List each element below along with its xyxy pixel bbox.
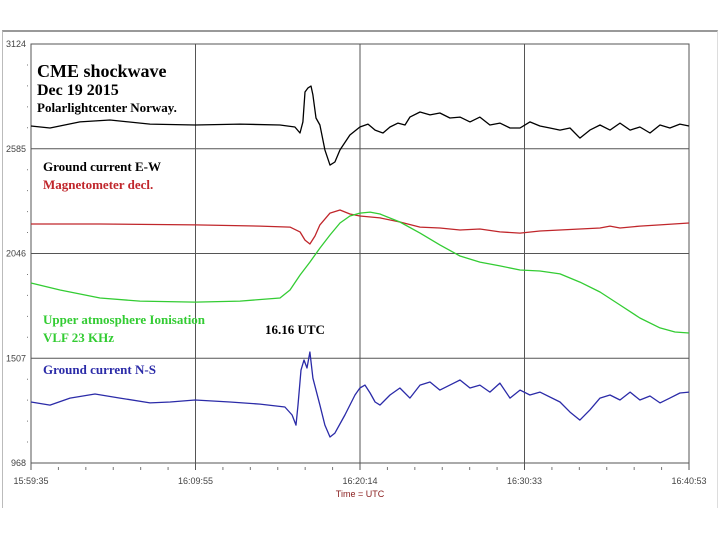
chart-title: CME shockwave <box>37 61 167 81</box>
chart-subtitle: Dec 19 2015 <box>37 82 119 99</box>
x-tick-label: 16:09:55 <box>178 476 213 486</box>
y-tick-label: 1507 <box>6 353 26 363</box>
y-tick-label: 2046 <box>6 249 26 259</box>
chart-frame <box>2 30 718 508</box>
x-axis-label: Time = UTC <box>336 489 385 499</box>
chart-source: Polarlightcenter Norway. <box>37 100 177 115</box>
legend-magnetometer: Magnetometer decl. <box>43 177 154 192</box>
legend-ground-current-ew: Ground current E-W <box>43 159 161 174</box>
x-tick-label: 16:30:33 <box>507 476 542 486</box>
legend-vlf: Upper atmosphere Ionisation VLF 23 KHz <box>43 312 206 345</box>
series-line-0 <box>30 85 690 166</box>
annotation-1616-utc: 16.16 UTC <box>265 322 325 337</box>
y-tick-label: 2585 <box>6 144 26 154</box>
series-line-3 <box>30 351 690 438</box>
x-tick-label: 16:40:53 <box>671 476 706 486</box>
series-line-2 <box>30 211 690 334</box>
legend-ground-current-ns: Ground current N-S <box>43 362 156 377</box>
y-tick-label: 968 <box>11 458 26 468</box>
x-tick-label: 15:59:35 <box>13 476 48 486</box>
x-tick-label: 16:20:14 <box>342 476 377 486</box>
y-tick-label: 3124 <box>6 39 26 49</box>
